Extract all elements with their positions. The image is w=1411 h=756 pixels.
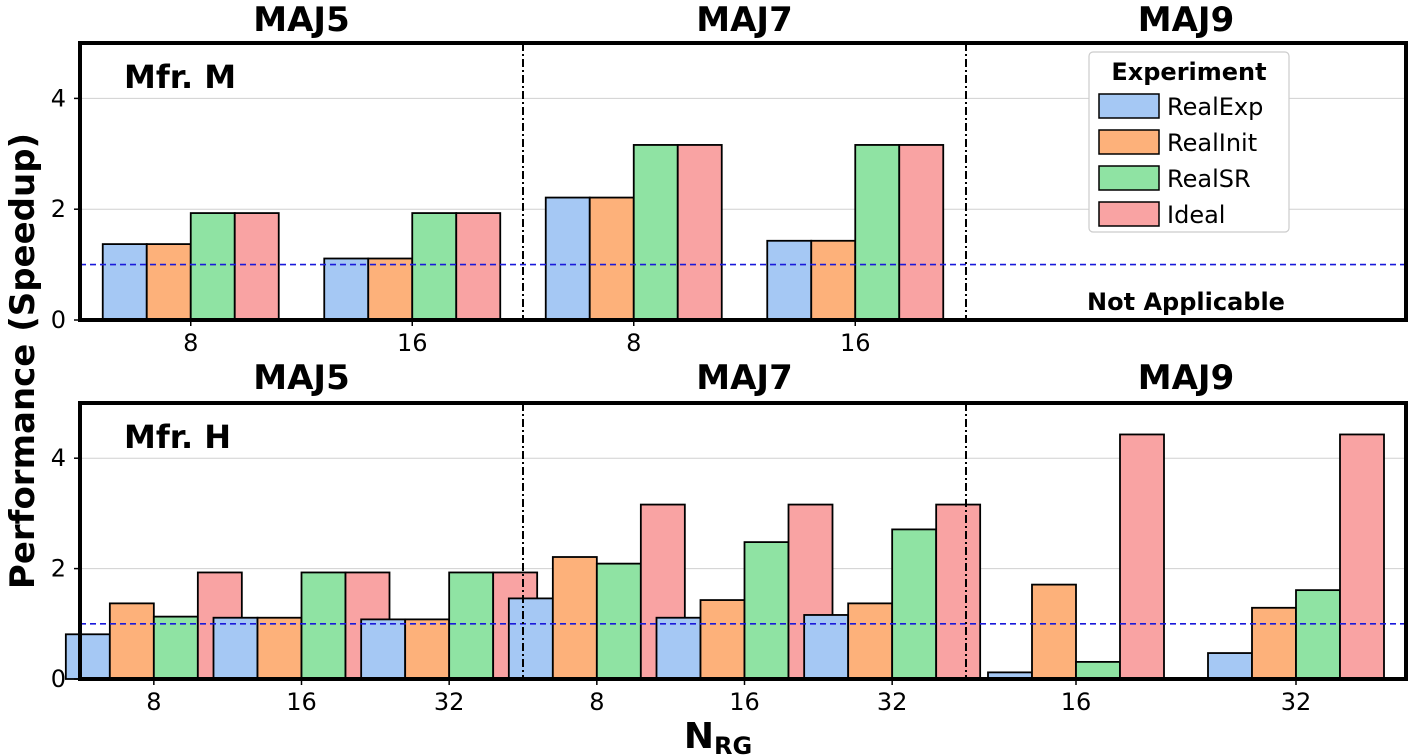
x-tick-label: 32 <box>434 688 465 716</box>
bar-realinit <box>256 616 303 680</box>
panel-frame <box>78 41 1408 322</box>
bar-realexp <box>323 257 370 321</box>
x-axis-label: NRG <box>684 716 752 756</box>
group-title: MAJ7 <box>696 358 792 398</box>
bar-realsr <box>1075 660 1121 680</box>
bar-realexp <box>655 616 702 680</box>
bar-realinit <box>699 599 746 680</box>
bar-ideal <box>676 144 723 321</box>
x-tick-label: 8 <box>146 688 161 716</box>
legend-swatch <box>1098 93 1160 119</box>
bar-realexp <box>507 597 554 680</box>
y-tick-label: 2 <box>51 555 66 583</box>
bar-realinit <box>108 602 155 680</box>
bar-realexp <box>360 618 407 680</box>
group-title: MAJ9 <box>1138 358 1234 398</box>
bar-ideal <box>233 212 280 321</box>
group-title: MAJ5 <box>253 358 349 398</box>
bar-realexp <box>101 243 148 321</box>
bar-realexp <box>64 633 111 680</box>
y-tick-label: 4 <box>51 84 66 112</box>
legend-title: Experiment <box>1111 58 1266 86</box>
bar-realsr <box>300 571 347 680</box>
bar-realsr <box>891 528 938 680</box>
bar-realinit <box>1031 583 1077 680</box>
x-tick-label: 32 <box>1281 688 1312 716</box>
bar-realinit <box>145 243 192 321</box>
bar-realsr <box>854 144 901 321</box>
legend-entry: RealExp <box>1167 93 1263 121</box>
x-axis-label-subscript: RG <box>714 732 752 756</box>
legend-entry: Ideal <box>1167 201 1225 229</box>
bar-realsr <box>632 144 679 321</box>
group-title: MAJ9 <box>1138 0 1234 40</box>
legend-swatch <box>1098 165 1160 191</box>
legend-entry: RealSR <box>1167 165 1251 193</box>
y-tick-label: 0 <box>51 665 66 693</box>
legend: Experiment RealExp RealInit RealSR Ideal <box>1088 51 1290 233</box>
y-tick-label: 2 <box>51 195 66 223</box>
group-title: MAJ5 <box>253 0 349 40</box>
panel-label: Mfr. H <box>124 418 231 456</box>
bar-realsr <box>1295 589 1341 680</box>
bar-ideal <box>455 212 502 321</box>
bar-realsr <box>595 562 642 680</box>
group-title: MAJ7 <box>696 0 792 40</box>
bar-realsr <box>448 571 495 680</box>
x-tick-label: 16 <box>729 688 760 716</box>
x-tick-label: 16 <box>1061 688 1092 716</box>
x-axis-label-main: N <box>684 716 714 756</box>
bar-realsr <box>743 541 790 680</box>
bar-realinit <box>1251 606 1297 680</box>
bar-ideal <box>898 144 945 321</box>
y-axis-label: Performance (Speedup) <box>3 133 43 589</box>
bar-realinit <box>810 239 857 321</box>
x-tick-label: 8 <box>589 688 604 716</box>
bar-realexp <box>212 616 259 680</box>
legend-entry: RealInit <box>1167 129 1257 157</box>
bar-realsr <box>411 212 458 321</box>
x-tick-label: 32 <box>877 688 908 716</box>
bar-realexp <box>803 614 850 680</box>
bar-realexp <box>766 239 813 321</box>
bar-realinit <box>551 556 598 680</box>
bar-ideal <box>1339 433 1385 680</box>
x-tick-label: 8 <box>626 329 641 357</box>
x-tick-label: 16 <box>286 688 317 716</box>
bar-realexp <box>544 196 591 321</box>
bar-realsr <box>189 212 236 321</box>
not-applicable-note: Not Applicable <box>1087 288 1285 316</box>
legend-swatch <box>1098 201 1160 227</box>
bar-realinit <box>588 196 635 321</box>
panel-label: Mfr. M <box>124 58 236 96</box>
x-tick-label: 16 <box>397 329 428 357</box>
panel-frame <box>78 401 1408 681</box>
y-tick-label: 0 <box>51 306 66 334</box>
bar-realsr <box>152 615 199 680</box>
bar-realinit <box>367 257 414 321</box>
x-tick-label: 8 <box>183 329 198 357</box>
bar-realinit <box>404 618 451 680</box>
x-tick-label: 16 <box>840 329 871 357</box>
legend-swatch <box>1098 129 1160 155</box>
y-tick-label: 4 <box>51 444 66 472</box>
bar-realexp <box>1207 652 1253 680</box>
bar-ideal <box>1119 433 1165 680</box>
bar-realinit <box>847 602 894 680</box>
bar-ideal <box>935 503 982 680</box>
